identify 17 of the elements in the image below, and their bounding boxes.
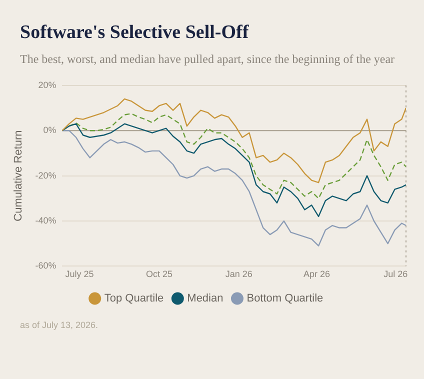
x-tick-label: Oct 25: [146, 269, 172, 280]
x-tick-label: Jul 26: [384, 269, 408, 280]
x-tick-label: Jan 26: [225, 269, 252, 280]
y-tick-label: 0%: [43, 125, 56, 136]
y-tick-label: -40%: [35, 215, 56, 226]
chart-subtitle: The best, worst, and median have pulled apart, since the beginning of the year: [20, 52, 396, 67]
text: as of July 13, 2026.: [20, 320, 100, 330]
chart-title: Software's Selective Sell-Off: [20, 22, 249, 44]
y-axis-title: Cumulative Return: [12, 130, 25, 222]
x-tick-label: July 25: [65, 269, 94, 280]
y-tick-label: -20%: [35, 170, 56, 180]
x-tick-label: Apr 26: [304, 269, 330, 280]
legend-label: Median: [187, 292, 224, 305]
legend-label: Top Quartile: [104, 292, 164, 305]
y-tick-label: -60%: [35, 260, 56, 271]
y-tick-label: 20%: [38, 80, 56, 90]
legend-label: Bottom Quartile: [246, 292, 324, 305]
